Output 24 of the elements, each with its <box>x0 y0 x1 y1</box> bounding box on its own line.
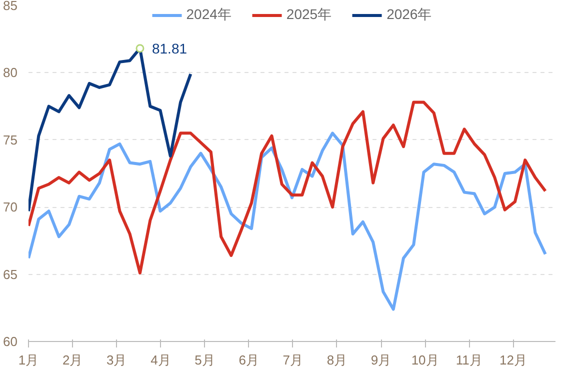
x-tick-label: 10月 <box>411 352 439 368</box>
x-tick-label: 1月 <box>18 352 39 368</box>
x-tick-label: 12月 <box>499 352 527 368</box>
y-tick-label: 70 <box>3 200 18 215</box>
x-tick-label: 4月 <box>150 352 171 368</box>
x-tick-label: 9月 <box>370 352 392 368</box>
x-tick-label: 8月 <box>326 352 348 368</box>
legend-label: 2026年 <box>386 6 432 24</box>
x-tick-label: 5月 <box>194 352 215 368</box>
y-tick-label: 60 <box>3 334 18 349</box>
annotation: 81.81 <box>152 40 188 56</box>
x-tick-label: 2月 <box>62 352 83 368</box>
x-tick-label: 11月 <box>456 352 482 368</box>
line-series <box>28 132 547 311</box>
legend-label: 2025年 <box>286 6 332 24</box>
y-tick-label: 65 <box>3 266 18 282</box>
y-tick-label: 80 <box>3 65 18 80</box>
line-series <box>28 100 547 274</box>
x-tick-label: 7月 <box>282 352 303 368</box>
y-tick-label: 85 <box>3 0 18 13</box>
x-tick-label: 6月 <box>238 352 259 368</box>
legend-label: 2024年 <box>186 6 232 24</box>
y-tick-label: 75 <box>3 132 18 148</box>
x-tick-label: 3月 <box>106 352 127 368</box>
